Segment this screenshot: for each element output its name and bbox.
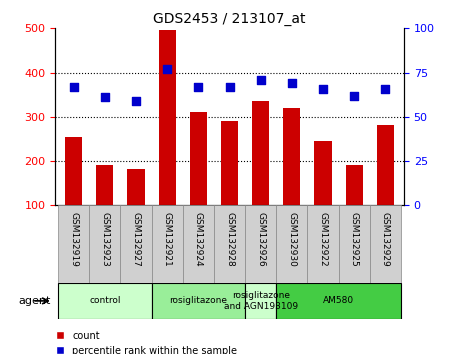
Point <box>350 93 358 98</box>
Bar <box>159 30 176 205</box>
Bar <box>314 141 331 205</box>
Bar <box>151 283 245 319</box>
Bar <box>245 283 276 319</box>
Point <box>319 86 327 91</box>
Bar <box>369 205 401 283</box>
Point <box>70 84 78 90</box>
Text: GSM132929: GSM132929 <box>381 212 390 266</box>
Text: GSM132923: GSM132923 <box>101 212 109 266</box>
Point <box>257 77 264 82</box>
Bar <box>65 137 82 205</box>
Text: rosiglitazone
and AGN193109: rosiglitazone and AGN193109 <box>224 291 298 310</box>
Bar <box>121 205 151 283</box>
Bar <box>245 205 276 283</box>
Point <box>288 80 296 86</box>
Bar <box>214 205 245 283</box>
Bar <box>339 205 369 283</box>
Point <box>226 84 233 90</box>
Bar <box>183 205 214 283</box>
Bar <box>58 283 151 319</box>
Text: GSM132919: GSM132919 <box>69 212 78 267</box>
Bar <box>128 169 145 205</box>
Text: GSM132928: GSM132928 <box>225 212 234 266</box>
Title: GDS2453 / 213107_at: GDS2453 / 213107_at <box>153 12 306 26</box>
Bar <box>90 205 120 283</box>
Bar <box>58 205 90 283</box>
Bar <box>346 165 363 205</box>
Text: GSM132924: GSM132924 <box>194 212 203 266</box>
Point <box>381 86 389 91</box>
Point <box>195 84 202 90</box>
Text: control: control <box>89 296 121 306</box>
Point <box>163 66 171 72</box>
Text: GSM132930: GSM132930 <box>287 212 297 267</box>
Bar <box>276 205 308 283</box>
Point <box>101 95 109 100</box>
Bar <box>190 113 207 205</box>
Bar <box>221 121 238 205</box>
Text: AM580: AM580 <box>323 296 354 306</box>
Text: GSM132927: GSM132927 <box>132 212 140 266</box>
Bar <box>96 166 113 205</box>
Legend: count, percentile rank within the sample: count, percentile rank within the sample <box>51 327 241 354</box>
Text: GSM132922: GSM132922 <box>319 212 327 266</box>
Text: GSM132926: GSM132926 <box>256 212 265 266</box>
Bar <box>252 101 269 205</box>
Bar <box>283 108 300 205</box>
Text: GSM132925: GSM132925 <box>350 212 358 266</box>
Text: GSM132921: GSM132921 <box>162 212 172 266</box>
Bar <box>377 125 394 205</box>
Bar <box>308 205 339 283</box>
Text: rosiglitazone: rosiglitazone <box>169 296 227 306</box>
Bar <box>151 205 183 283</box>
Bar <box>276 283 401 319</box>
Point <box>132 98 140 104</box>
Text: agent: agent <box>18 296 50 306</box>
